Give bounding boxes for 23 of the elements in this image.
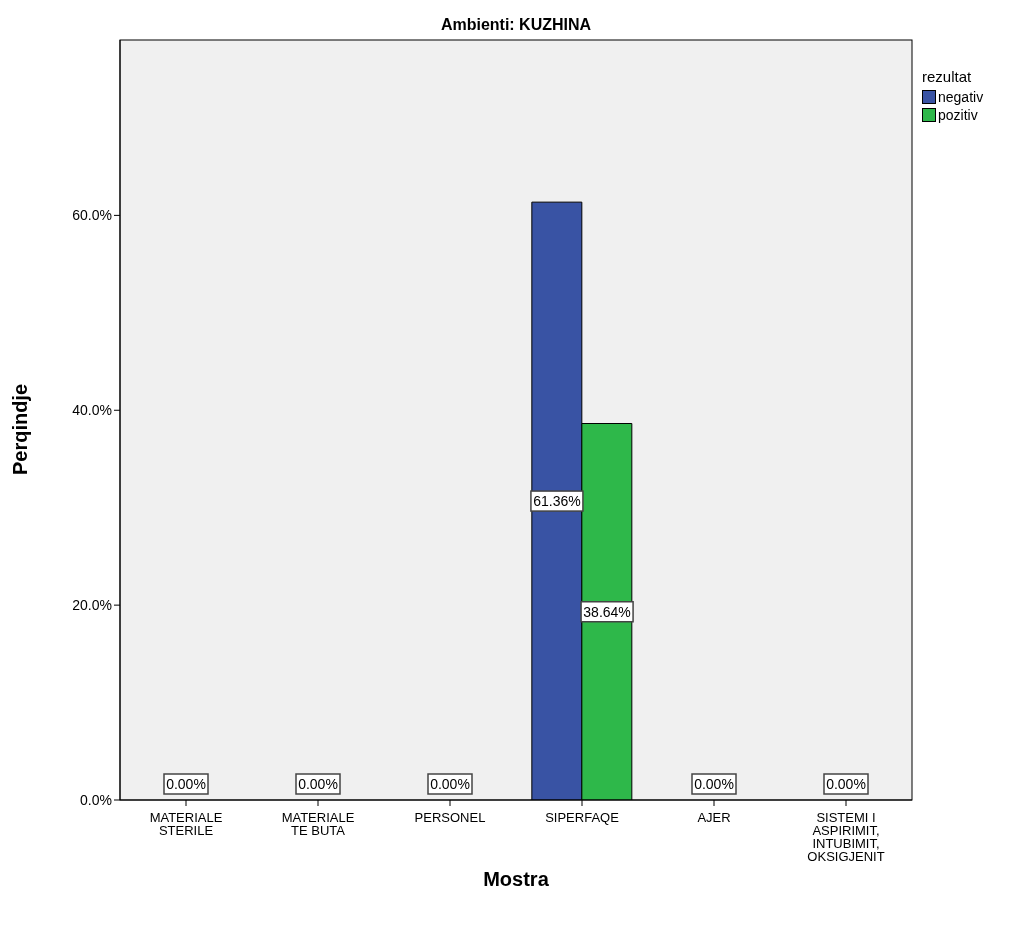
data-label: 0.00%: [430, 776, 470, 792]
legend-label: pozitiv: [937, 107, 979, 123]
y-tick-label: 0.0%: [80, 791, 112, 808]
legend-label: negativ: [937, 89, 984, 105]
y-tick-label: 20.0%: [72, 597, 112, 614]
x-tick-label: MATERIALE TE BUTA: [281, 810, 355, 838]
x-tick-label: MATERIALE STERILE: [149, 810, 223, 838]
y-axis-title: Perqindje: [8, 382, 32, 478]
data-label: 61.36%: [533, 493, 581, 510]
x-axis-title: Mostra: [482, 868, 550, 891]
x-tick-label: SISTEMI I ASPIRIMIT, INTUBIMIT, OKSIGJENIT: [807, 810, 885, 864]
data-label: 0.00%: [166, 776, 206, 792]
chart-title: Ambienti: KUZHINA: [439, 16, 593, 34]
data-label: 38.64%: [583, 603, 631, 620]
x-tick-label: AJER: [697, 810, 731, 825]
legend-title: rezultat: [922, 68, 973, 85]
y-tick-label: 40.0%: [72, 402, 112, 419]
y-tick-label: 60.0%: [72, 207, 112, 224]
data-label: 0.00%: [826, 776, 866, 792]
x-tick-label: SIPERFAQE: [545, 810, 620, 825]
data-label: 0.00%: [694, 776, 734, 792]
data-label: 0.00%: [298, 776, 338, 792]
x-tick-label: PERSONEL: [414, 810, 486, 825]
